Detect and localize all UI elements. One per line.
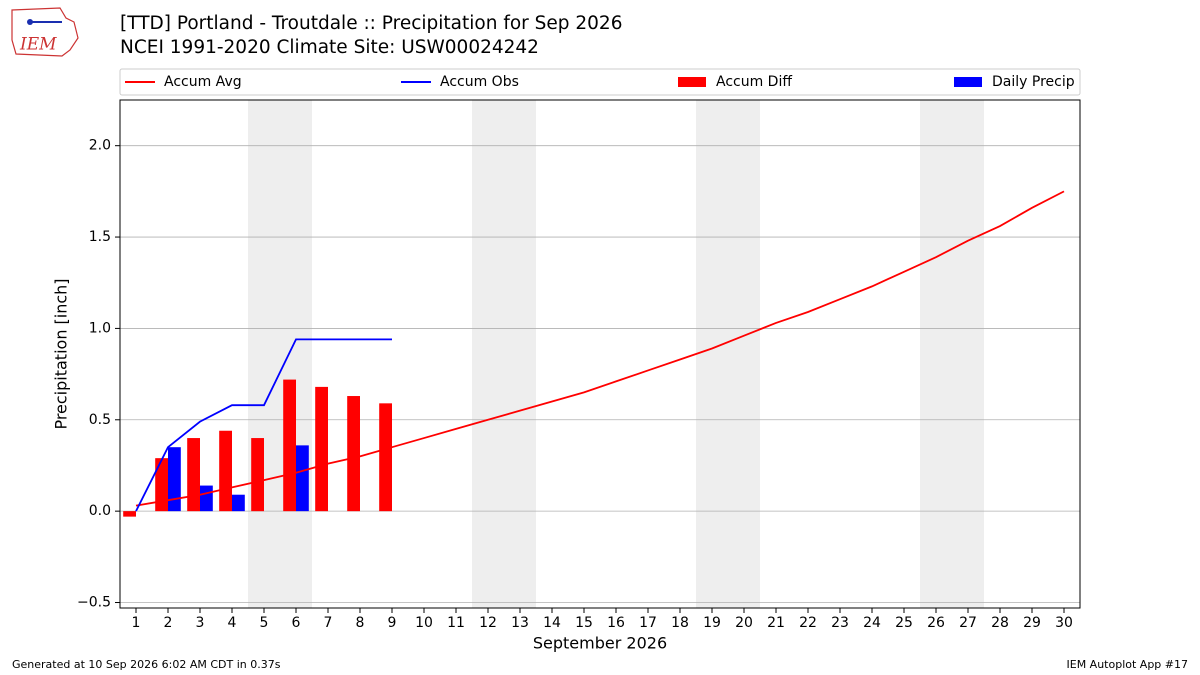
shaded-span — [920, 100, 984, 608]
legend-box — [119, 68, 1081, 96]
logo: IEM — [11, 7, 79, 57]
x-tick-label: 21 — [767, 615, 785, 631]
y-tick-label: 1.0 — [89, 320, 111, 336]
bar — [296, 445, 309, 512]
x-tick-label: 14 — [543, 615, 561, 631]
x-tick-label: 4 — [228, 615, 237, 631]
shaded-span — [696, 100, 760, 608]
x-tick-label: 2 — [164, 615, 173, 631]
x-tick-label: 26 — [927, 615, 945, 631]
legend-swatch — [678, 77, 706, 87]
x-tick-label: 24 — [863, 615, 881, 631]
bar — [168, 447, 181, 512]
y-axis-label: Precipitation [inch] — [52, 278, 71, 429]
plot-frame — [119, 99, 1081, 609]
x-tick-label: 27 — [959, 615, 977, 631]
y-tick-label: 2.0 — [89, 138, 111, 154]
bar — [155, 458, 168, 512]
logo-text: IEM — [19, 35, 57, 55]
logo-dot — [27, 19, 33, 25]
footer-left: Generated at 10 Sep 2026 6:02 AM CDT in … — [12, 658, 281, 671]
x-tick-label: 9 — [388, 615, 397, 631]
bar — [283, 379, 296, 512]
bar — [187, 438, 200, 512]
x-tick-label: 7 — [324, 615, 333, 631]
bar — [200, 485, 213, 512]
y-tick-label: 0.0 — [89, 503, 111, 519]
shaded-span — [248, 100, 312, 608]
bar — [219, 430, 232, 512]
x-tick-label: 11 — [447, 615, 465, 631]
legend-label: Accum Diff — [716, 74, 792, 90]
footer-right: IEM Autoplot App #17 — [1067, 658, 1189, 671]
x-tick-label: 16 — [607, 615, 625, 631]
shaded-span — [472, 100, 536, 608]
x-tick-label: 10 — [415, 615, 433, 631]
bar — [379, 403, 392, 512]
y-tick-label: 1.5 — [89, 229, 111, 245]
line — [135, 338, 392, 512]
x-tick-label: 25 — [895, 615, 913, 631]
x-tick-label: 6 — [292, 615, 301, 631]
x-tick-label: 15 — [575, 615, 593, 631]
x-tick-label: 13 — [511, 615, 529, 631]
legend-label: Accum Obs — [440, 74, 519, 90]
bar — [123, 511, 136, 517]
x-tick-label: 8 — [356, 615, 365, 631]
bar — [251, 438, 264, 512]
bar — [347, 396, 360, 512]
x-tick-label: 12 — [479, 615, 497, 631]
y-tick-label: 0.5 — [89, 412, 111, 428]
bar — [315, 386, 328, 512]
bar — [232, 494, 245, 512]
chart-subtitle: NCEI 1991-2020 Climate Site: USW00024242 — [120, 37, 539, 58]
x-tick-label: 3 — [196, 615, 205, 631]
x-tick-label: 5 — [260, 615, 269, 631]
x-tick-label: 22 — [799, 615, 817, 631]
x-tick-label: 1 — [132, 615, 141, 631]
y-tick-label: −0.5 — [77, 595, 111, 611]
chart-title: [TTD] Portland - Troutdale :: Precipitat… — [120, 13, 622, 34]
x-tick-label: 30 — [1055, 615, 1073, 631]
x-tick-label: 19 — [703, 615, 721, 631]
x-tick-label: 29 — [1023, 615, 1041, 631]
legend-label: Accum Avg — [164, 74, 242, 90]
x-tick-label: 17 — [639, 615, 657, 631]
x-tick-label: 20 — [735, 615, 753, 631]
legend-swatch — [954, 77, 982, 87]
x-tick-label: 28 — [991, 615, 1009, 631]
x-tick-label: 18 — [671, 615, 689, 631]
x-axis-label: September 2026 — [533, 634, 667, 653]
legend-label: Daily Precip — [992, 74, 1075, 90]
x-tick-label: 23 — [831, 615, 849, 631]
line — [135, 190, 1065, 507]
